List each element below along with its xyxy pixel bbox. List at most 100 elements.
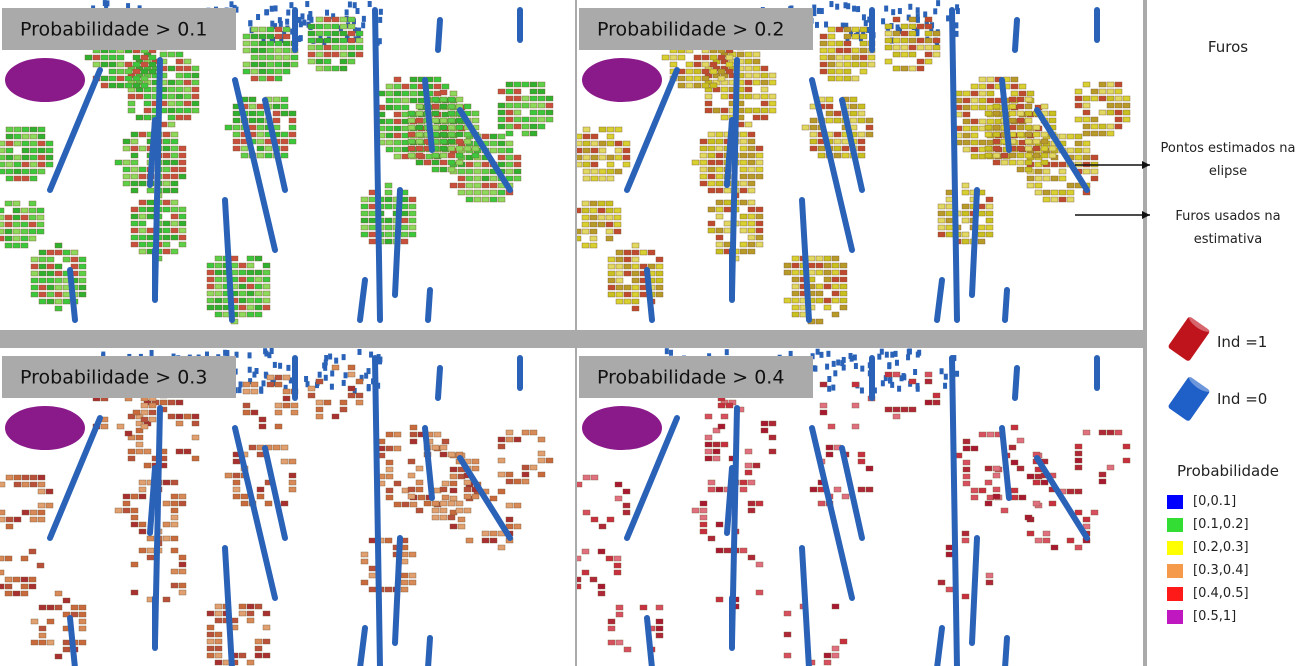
estimated-point (1010, 494, 1019, 501)
hole-marker (302, 19, 307, 26)
estimated-point (1026, 90, 1035, 97)
estimated-point (242, 47, 251, 54)
estimated-point (331, 364, 340, 371)
estimated-point (143, 448, 152, 455)
estimated-point (908, 37, 917, 44)
estimated-point (843, 33, 852, 40)
estimated-point (978, 139, 987, 146)
estimated-point (859, 61, 868, 68)
estimated-point (254, 269, 263, 276)
estimated-point (191, 100, 200, 107)
estimated-point (1074, 509, 1083, 516)
estimated-point (1066, 189, 1075, 196)
estimated-point (521, 471, 530, 478)
estimated-point (393, 125, 402, 132)
estimated-point (339, 16, 348, 23)
estimated-point (924, 378, 933, 385)
estimated-point (615, 256, 624, 263)
estimated-point (755, 589, 764, 596)
estimated-point (248, 444, 257, 451)
estimated-point (1010, 76, 1019, 83)
estimated-point (471, 493, 480, 500)
estimated-point (699, 507, 708, 514)
estimated-point (589, 576, 598, 583)
estimated-point (783, 631, 792, 638)
estimated-point (589, 200, 598, 207)
estimated-point (274, 54, 283, 61)
estimated-point (755, 561, 764, 568)
estimated-point (307, 44, 316, 51)
estimated-point (1040, 131, 1049, 138)
estimated-point (272, 117, 281, 124)
estimated-point (615, 298, 624, 305)
hole-marker (286, 9, 291, 16)
estimated-point (884, 37, 893, 44)
estimated-point (417, 494, 426, 501)
hole-marker (341, 354, 346, 361)
estimated-point (409, 90, 418, 97)
estimated-point (693, 68, 702, 75)
estimated-point (4, 228, 13, 235)
estimated-point (497, 109, 506, 116)
estimated-point (439, 444, 448, 451)
estimated-point (447, 131, 456, 138)
estimated-point (1010, 424, 1019, 431)
estimated-point (183, 114, 192, 121)
estimated-point (146, 227, 155, 234)
drill-hole (724, 465, 735, 536)
estimated-point (827, 54, 836, 61)
estimated-point (613, 221, 622, 228)
estimated-point (21, 147, 30, 154)
estimated-point (744, 79, 753, 86)
estimated-point (661, 54, 670, 61)
estimated-point (827, 40, 836, 47)
estimated-point (13, 516, 22, 523)
estimated-point (589, 242, 598, 249)
estimated-point (739, 241, 748, 248)
estimated-point (250, 68, 259, 75)
estimated-point (29, 175, 38, 182)
estimated-point (135, 114, 144, 121)
estimated-point (752, 65, 761, 72)
estimated-point (471, 458, 480, 465)
hole-marker (256, 14, 261, 21)
title-box (579, 356, 813, 398)
estimated-point (747, 220, 756, 227)
estimated-point (977, 210, 986, 217)
estimated-point (178, 213, 187, 220)
estimated-point (505, 116, 514, 123)
estimated-point (170, 166, 179, 173)
estimated-point (20, 242, 29, 249)
estimated-point (183, 86, 192, 93)
estimated-point (254, 645, 263, 652)
drill-hole (934, 625, 945, 666)
estimated-point (867, 54, 876, 61)
estimated-point (463, 486, 472, 493)
estimated-point (288, 117, 297, 124)
estimated-point (945, 196, 954, 203)
estimated-point (900, 37, 909, 44)
estimated-point (849, 96, 858, 103)
estimated-point (669, 54, 678, 61)
panel-title: Probabilidade > 0.3 (20, 367, 207, 389)
hole-marker (955, 370, 960, 377)
panel: Probabilidade > 0.3 (0, 348, 575, 666)
estimated-point (1018, 494, 1027, 501)
estimated-point (13, 154, 22, 161)
estimated-point (747, 241, 756, 248)
estimated-point (715, 206, 724, 213)
estimated-point (232, 486, 241, 493)
cylinder-icon (1168, 314, 1211, 361)
drill-hole (949, 7, 960, 323)
estimated-point (393, 146, 402, 153)
estimated-point (892, 44, 901, 51)
estimated-point (577, 481, 583, 488)
estimated-point (140, 409, 149, 416)
estimated-point (224, 124, 233, 131)
estimated-point (473, 182, 482, 189)
estimated-point (170, 152, 179, 159)
estimated-point (262, 610, 271, 617)
estimated-point (817, 500, 826, 507)
estimated-point (280, 103, 289, 110)
indicator-label: Ind =1 (1217, 333, 1268, 351)
